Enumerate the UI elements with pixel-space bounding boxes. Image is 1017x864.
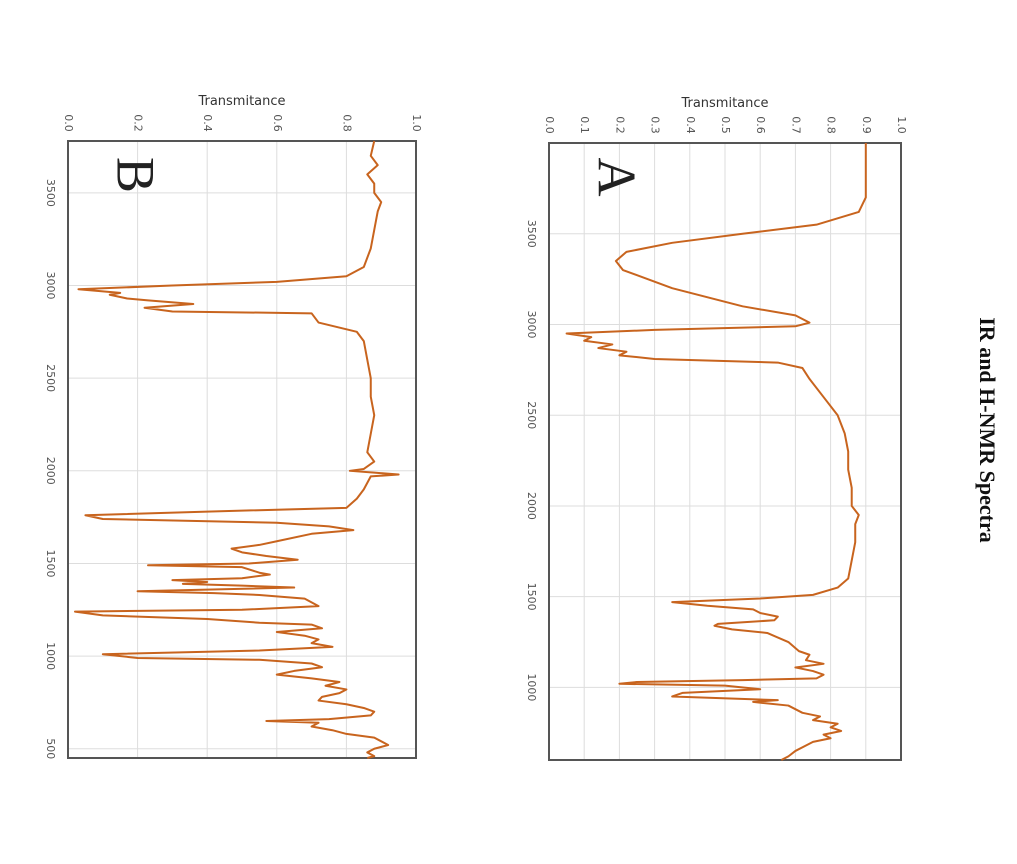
axis-label: Transmitance — [680, 96, 768, 111]
axis-label: Transmitance — [197, 94, 285, 109]
y-tick-label: 0.5 — [719, 116, 732, 134]
x-tick-label: 3500 — [44, 179, 57, 207]
y-tick-label: 0.2 — [613, 116, 626, 134]
spectrum-line — [565, 143, 867, 761]
plot-frame — [548, 142, 902, 761]
x-tick-label: 2500 — [44, 364, 57, 392]
y-tick-label: 0.3 — [649, 116, 662, 134]
x-tick-label: 2000 — [44, 457, 57, 485]
x-tick-label: 2000 — [525, 492, 538, 520]
y-tick-label: 0.9 — [860, 116, 873, 134]
x-tick-label: 2500 — [525, 401, 538, 429]
panel-label: B — [106, 157, 166, 193]
y-tick-label: 0.8 — [825, 116, 838, 134]
x-tick-label: 1000 — [44, 642, 57, 670]
x-tick-label: 1500 — [525, 583, 538, 611]
y-tick-label: 0.4 — [684, 116, 697, 134]
x-tick-label: 1500 — [44, 549, 57, 577]
y-tick-label: 0.1 — [578, 116, 591, 134]
y-tick-label: 0.2 — [132, 114, 145, 132]
panel-label: A — [587, 158, 647, 197]
x-tick-label: 3500 — [525, 220, 538, 248]
y-tick-label: 0.4 — [201, 114, 214, 132]
y-tick-label: 0.6 — [754, 116, 767, 134]
y-tick-label: 1.0 — [410, 114, 423, 132]
y-tick-label: 0.8 — [340, 114, 353, 132]
x-tick-label: 3000 — [525, 310, 538, 338]
y-tick-label: 1.0 — [895, 116, 908, 134]
y-tick-label: 0.0 — [543, 116, 556, 134]
x-tick-label: 1000 — [525, 673, 538, 701]
y-tick-label: 0.0 — [62, 114, 75, 132]
x-tick-label: 500 — [44, 738, 57, 759]
y-tick-label: 0.6 — [271, 114, 284, 132]
y-tick-label: 0.7 — [789, 116, 802, 134]
spectrum-line — [73, 140, 400, 759]
plot-frame — [67, 140, 417, 759]
x-tick-label: 3000 — [44, 272, 57, 300]
page-title: IR and H-NMR Spectra — [975, 317, 1000, 543]
